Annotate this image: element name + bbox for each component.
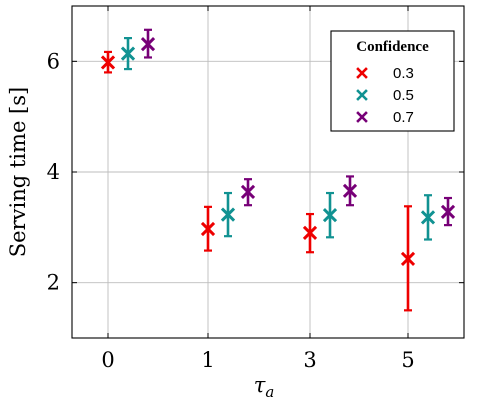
y-tick-label: 2 <box>47 271 60 295</box>
x-tick-label: 0 <box>101 348 114 372</box>
series-0.5 <box>120 36 436 241</box>
y-axis-ticks: 2 4 6 <box>47 49 464 295</box>
x-tick-label: 1 <box>201 348 214 372</box>
legend-entry-label: 0.7 <box>393 109 414 126</box>
legend-marker <box>356 89 368 101</box>
x-axis-label-subscript: a <box>265 383 274 401</box>
data-point-marker <box>440 204 456 219</box>
data-point-marker <box>400 251 416 266</box>
data-point-marker <box>120 46 136 61</box>
legend-title: Confidence <box>356 39 429 55</box>
legend-box <box>330 30 455 132</box>
y-tick-label: 4 <box>47 160 60 184</box>
data-point-marker <box>200 221 216 237</box>
x-axis-ticks: 0 1 3 5 <box>101 6 415 372</box>
data-point-marker <box>140 37 156 52</box>
x-tick-label: 5 <box>401 348 414 372</box>
legend-entry-label: 0.5 <box>393 87 414 104</box>
x-tick-label: 3 <box>303 348 316 372</box>
data-point-marker <box>240 184 256 200</box>
data-point-marker <box>220 207 236 222</box>
legend-marker <box>356 67 368 79</box>
legend: Confidence 0.3 0.5 0.7 <box>330 30 455 132</box>
data-point-marker <box>100 55 116 70</box>
data-point-marker <box>302 225 318 240</box>
legend-entry-label: 0.3 <box>393 65 414 82</box>
legend-items: 0.3 0.5 0.7 <box>356 65 414 126</box>
y-axis-label: Serving time [s] <box>6 87 30 257</box>
data-point-marker <box>322 208 338 223</box>
data-point-marker <box>420 210 436 225</box>
x-axis-label-symbol: τ <box>254 373 266 397</box>
series-layer <box>100 28 456 312</box>
x-axis-label: τa <box>254 373 275 401</box>
data-point-marker <box>342 183 358 198</box>
y-tick-label: 6 <box>47 49 60 73</box>
series-0.3 <box>100 50 416 312</box>
series-0.7 <box>140 28 456 227</box>
legend-marker <box>356 111 368 123</box>
